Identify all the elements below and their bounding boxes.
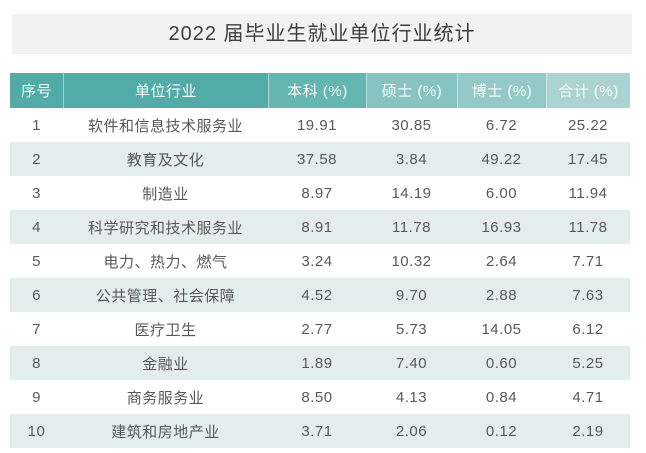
cell-doctor: 0.84	[457, 380, 546, 414]
cell-no: 6	[10, 278, 63, 312]
col-header-doctor: 博士 (%)	[457, 73, 546, 108]
table-row: 1 软件和信息技术服务业 19.91 30.85 6.72 25.22	[10, 108, 630, 142]
cell-bachelor: 1.89	[268, 346, 366, 380]
cell-master: 11.78	[366, 210, 457, 244]
cell-industry: 公共管理、社会保障	[63, 278, 268, 312]
cell-bachelor: 3.71	[268, 414, 366, 448]
cell-total: 11.78	[546, 210, 630, 244]
cell-doctor: 2.88	[457, 278, 546, 312]
cell-total: 7.71	[546, 244, 630, 278]
cell-master: 14.19	[366, 176, 457, 210]
cell-total: 7.63	[546, 278, 630, 312]
cell-no: 4	[10, 210, 63, 244]
cell-master: 3.84	[366, 142, 457, 176]
cell-no: 5	[10, 244, 63, 278]
cell-industry: 科学研究和技术服务业	[63, 210, 268, 244]
cell-industry: 制造业	[63, 176, 268, 210]
cell-industry: 建筑和房地产业	[63, 414, 268, 448]
table-header: 序号 单位行业 本科 (%) 硕士 (%) 博士 (%) 合计 (%)	[10, 73, 630, 108]
col-header-master: 硕士 (%)	[366, 73, 457, 108]
cell-doctor: 0.60	[457, 346, 546, 380]
col-header-no: 序号	[10, 73, 63, 108]
page-title: 2022 届毕业生就业单位行业统计	[12, 14, 632, 54]
cell-industry: 教育及文化	[63, 142, 268, 176]
cell-master: 4.13	[366, 380, 457, 414]
cell-master: 9.70	[366, 278, 457, 312]
industry-stats-table: 序号 单位行业 本科 (%) 硕士 (%) 博士 (%) 合计 (%) 1 软件…	[10, 73, 630, 448]
cell-bachelor: 19.91	[268, 108, 366, 142]
cell-doctor: 6.72	[457, 108, 546, 142]
table-row: 4 科学研究和技术服务业 8.91 11.78 16.93 11.78	[10, 210, 630, 244]
cell-no: 3	[10, 176, 63, 210]
table-row: 10 建筑和房地产业 3.71 2.06 0.12 2.19	[10, 414, 630, 448]
cell-total: 25.22	[546, 108, 630, 142]
cell-master: 10.32	[366, 244, 457, 278]
table-row: 9 商务服务业 8.50 4.13 0.84 4.71	[10, 380, 630, 414]
col-header-industry: 单位行业	[63, 73, 268, 108]
cell-bachelor: 8.97	[268, 176, 366, 210]
cell-bachelor: 37.58	[268, 142, 366, 176]
table-row: 5 电力、热力、燃气 3.24 10.32 2.64 7.71	[10, 244, 630, 278]
cell-no: 9	[10, 380, 63, 414]
table-row: 6 公共管理、社会保障 4.52 9.70 2.88 7.63	[10, 278, 630, 312]
cell-master: 30.85	[366, 108, 457, 142]
table-row: 7 医疗卫生 2.77 5.73 14.05 6.12	[10, 312, 630, 346]
cell-industry: 软件和信息技术服务业	[63, 108, 268, 142]
cell-doctor: 16.93	[457, 210, 546, 244]
cell-total: 11.94	[546, 176, 630, 210]
cell-no: 2	[10, 142, 63, 176]
table-row: 2 教育及文化 37.58 3.84 49.22 17.45	[10, 142, 630, 176]
cell-no: 7	[10, 312, 63, 346]
cell-bachelor: 4.52	[268, 278, 366, 312]
cell-bachelor: 2.77	[268, 312, 366, 346]
col-header-bachelor: 本科 (%)	[268, 73, 366, 108]
cell-no: 1	[10, 108, 63, 142]
cell-total: 5.25	[546, 346, 630, 380]
cell-doctor: 49.22	[457, 142, 546, 176]
cell-total: 17.45	[546, 142, 630, 176]
cell-doctor: 0.12	[457, 414, 546, 448]
cell-doctor: 2.64	[457, 244, 546, 278]
cell-master: 2.06	[366, 414, 457, 448]
cell-bachelor: 8.50	[268, 380, 366, 414]
cell-industry: 商务服务业	[63, 380, 268, 414]
cell-master: 7.40	[366, 346, 457, 380]
cell-no: 10	[10, 414, 63, 448]
header-row: 序号 单位行业 本科 (%) 硕士 (%) 博士 (%) 合计 (%)	[10, 73, 630, 108]
cell-total: 2.19	[546, 414, 630, 448]
cell-industry: 电力、热力、燃气	[63, 244, 268, 278]
cell-total: 6.12	[546, 312, 630, 346]
cell-bachelor: 8.91	[268, 210, 366, 244]
cell-doctor: 14.05	[457, 312, 546, 346]
cell-industry: 医疗卫生	[63, 312, 268, 346]
table-row: 8 金融业 1.89 7.40 0.60 5.25	[10, 346, 630, 380]
col-header-total: 合计 (%)	[546, 73, 630, 108]
cell-doctor: 6.00	[457, 176, 546, 210]
cell-industry: 金融业	[63, 346, 268, 380]
cell-no: 8	[10, 346, 63, 380]
cell-bachelor: 3.24	[268, 244, 366, 278]
table-row: 3 制造业 8.97 14.19 6.00 11.94	[10, 176, 630, 210]
cell-total: 4.71	[546, 380, 630, 414]
cell-master: 5.73	[366, 312, 457, 346]
